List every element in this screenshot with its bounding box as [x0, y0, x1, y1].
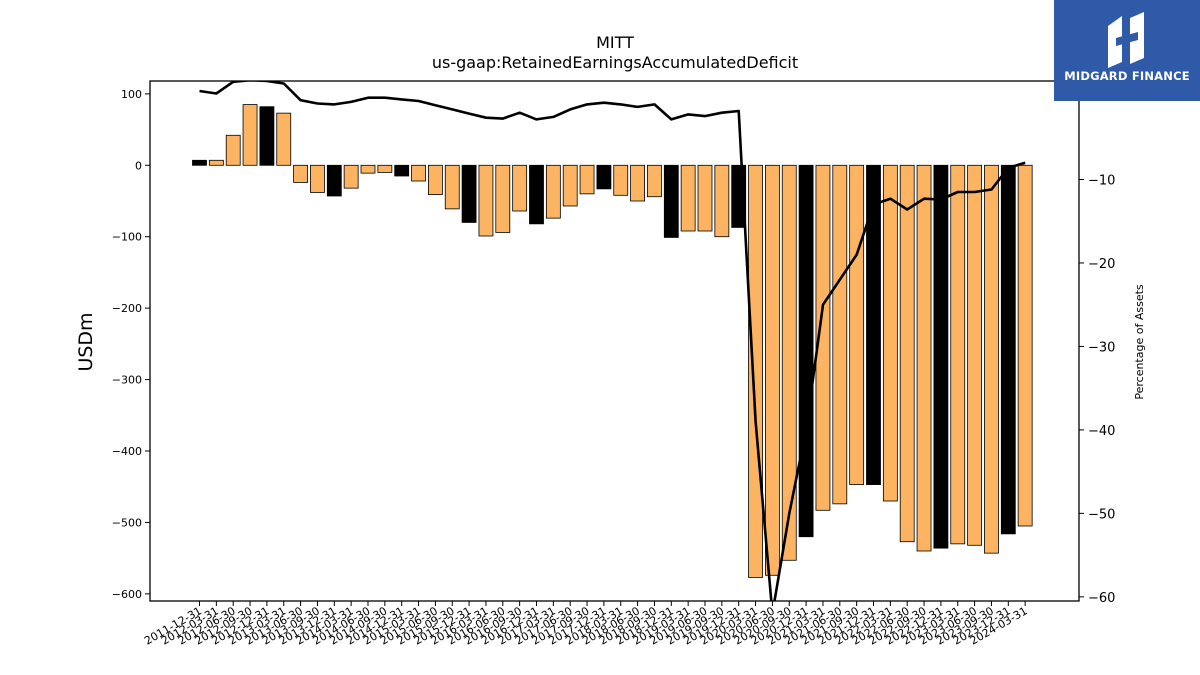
- y-tick-label: 100: [121, 88, 142, 101]
- bar-2020-06-30: [765, 164, 780, 576]
- bar-2021-06-30: [832, 164, 848, 505]
- chart-subtitle: us-gaap:RetainedEarningsAccumulatedDefic…: [432, 53, 798, 72]
- bar-2022-12-31: [933, 164, 949, 549]
- bar-2024-03-31: [1017, 164, 1033, 527]
- bar-2017-09-30: [579, 164, 595, 195]
- bar-2014-06-30: [360, 164, 376, 174]
- bar-2016-06-30: [495, 164, 511, 233]
- bar-2022-06-30: [899, 164, 915, 543]
- y2-tick-label: −30: [1088, 340, 1115, 355]
- bar-2018-06-30: [630, 164, 645, 202]
- percentage-of-assets-line: [199, 81, 1026, 601]
- bar-2022-09-30: [916, 164, 932, 552]
- y2-axis-label: Percentage of Assets: [1133, 284, 1146, 400]
- bar-2018-12-31: [663, 164, 679, 238]
- bar-2018-03-31: [613, 164, 629, 196]
- bar-2015-09-30: [444, 164, 460, 210]
- bar-2023-03-31: [950, 164, 966, 545]
- bar-2019-06-30: [697, 164, 713, 232]
- bar-2016-09-30: [512, 164, 528, 212]
- y-tick-label: −300: [112, 374, 142, 387]
- y-tick-label: −400: [112, 445, 142, 458]
- percentage-line-series: [199, 81, 1026, 601]
- y2-tick-label: −20: [1088, 257, 1115, 272]
- bar-2015-12-31: [461, 164, 477, 223]
- bar-2020-03-31: [748, 164, 763, 578]
- y2-tick-label: −50: [1088, 507, 1115, 522]
- bar-2021-12-31: [866, 164, 881, 485]
- y2-tick-label: −40: [1088, 424, 1115, 439]
- bar-2012-09-30: [242, 104, 258, 166]
- y-tick-label: 0: [135, 159, 142, 172]
- bar-2016-03-31: [478, 164, 494, 237]
- bar-2014-03-31: [343, 164, 359, 189]
- bar-2021-09-30: [849, 164, 865, 485]
- bar-2015-06-30: [427, 164, 443, 195]
- bar-2023-12-31: [1000, 164, 1016, 535]
- y2-tick-label: −10: [1088, 173, 1115, 188]
- plot-frame: [149, 80, 1080, 602]
- chart-title: MITT: [596, 33, 634, 52]
- midgard-finance-logo: MIDGARD FINANCE: [1054, 0, 1200, 101]
- bar-2020-12-31: [798, 164, 814, 538]
- bar-2011-12-31: [192, 159, 207, 166]
- y-tick-label: −600: [112, 588, 142, 601]
- bar-2017-12-31: [596, 164, 612, 190]
- axes: 1000−100−200−300−400−500−6000−10−20−30−4…: [112, 80, 1115, 648]
- logo-mark-icon: [1108, 12, 1144, 68]
- bar-2013-03-31: [276, 112, 292, 166]
- bar-2012-06-30: [225, 134, 241, 166]
- bar-2021-03-31: [815, 164, 831, 511]
- y-tick-label: −500: [112, 516, 142, 529]
- bar-2023-06-30: [967, 164, 982, 546]
- y-tick-label: −100: [112, 231, 142, 244]
- bar-2018-09-30: [647, 164, 662, 198]
- bar-2016-12-31: [529, 164, 544, 225]
- bar-series: [192, 104, 1033, 578]
- bar-2019-09-30: [714, 164, 730, 238]
- bar-2012-03-31: [208, 159, 224, 166]
- y-tick-label: −200: [112, 302, 142, 315]
- bar-2023-09-30: [984, 164, 999, 554]
- bar-2012-12-31: [259, 106, 275, 166]
- bar-2017-03-31: [545, 164, 561, 219]
- logo-text: MIDGARD FINANCE: [1064, 69, 1190, 83]
- bar-2015-03-31: [411, 164, 426, 182]
- bar-2022-03-31: [882, 164, 898, 502]
- y2-tick-label: −60: [1088, 591, 1115, 606]
- bar-2013-12-31: [326, 164, 342, 197]
- bar-2014-12-31: [394, 164, 410, 177]
- bar-2013-06-30: [293, 164, 309, 183]
- bar-2020-09-30: [781, 164, 797, 561]
- bar-2019-03-31: [680, 164, 696, 232]
- bar-2014-09-30: [377, 164, 393, 173]
- bar-2017-06-30: [562, 164, 578, 207]
- bar-2013-09-30: [310, 164, 325, 193]
- y-axis-label: USDm: [75, 312, 97, 371]
